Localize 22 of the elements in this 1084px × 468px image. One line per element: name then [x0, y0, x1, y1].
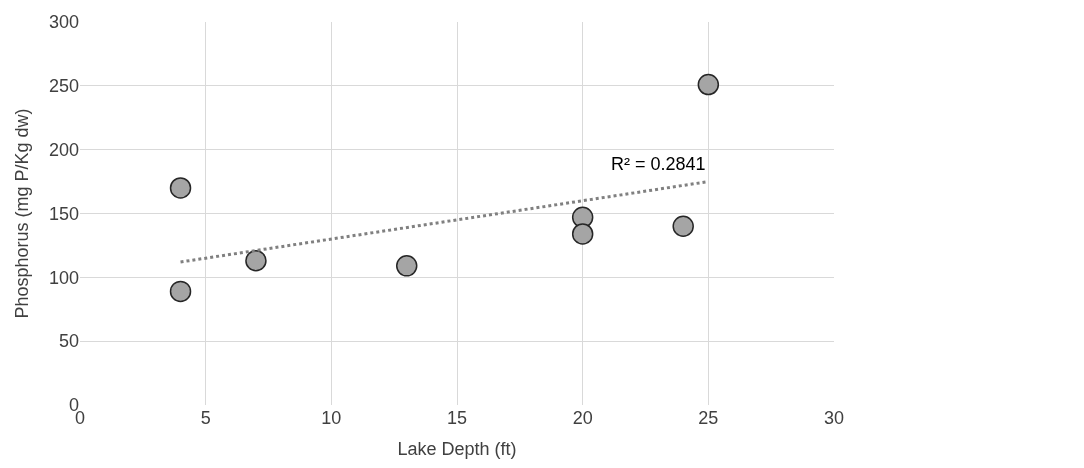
- x-tick-label: 30: [823, 408, 845, 428]
- y-tick-label: 100: [48, 267, 79, 288]
- point: [571, 223, 594, 245]
- y-tick-label: 200: [48, 139, 79, 160]
- y-tick-label: 150: [48, 203, 79, 224]
- y-tick-label: 300: [48, 12, 79, 33]
- point: [169, 280, 192, 303]
- x-tick-label: 5: [200, 408, 211, 428]
- point: [245, 249, 267, 272]
- x-axis-title: Lake Depth (ft): [397, 439, 517, 460]
- point: [672, 215, 694, 238]
- point: [395, 255, 418, 277]
- x-tick-label: 10: [321, 408, 342, 428]
- x-tick-label: 20: [572, 408, 593, 428]
- y-axis-title: Phosphorus (mg P/Kg dw): [12, 108, 33, 319]
- point: [697, 73, 720, 96]
- y-tick-label: 250: [48, 76, 79, 97]
- x-tick-label: 15: [446, 408, 468, 428]
- annotation: R² = 0.2841: [611, 154, 706, 174]
- y-tick-label: 50: [58, 331, 79, 352]
- x-tick-label: 25: [698, 408, 719, 428]
- point: [169, 177, 192, 199]
